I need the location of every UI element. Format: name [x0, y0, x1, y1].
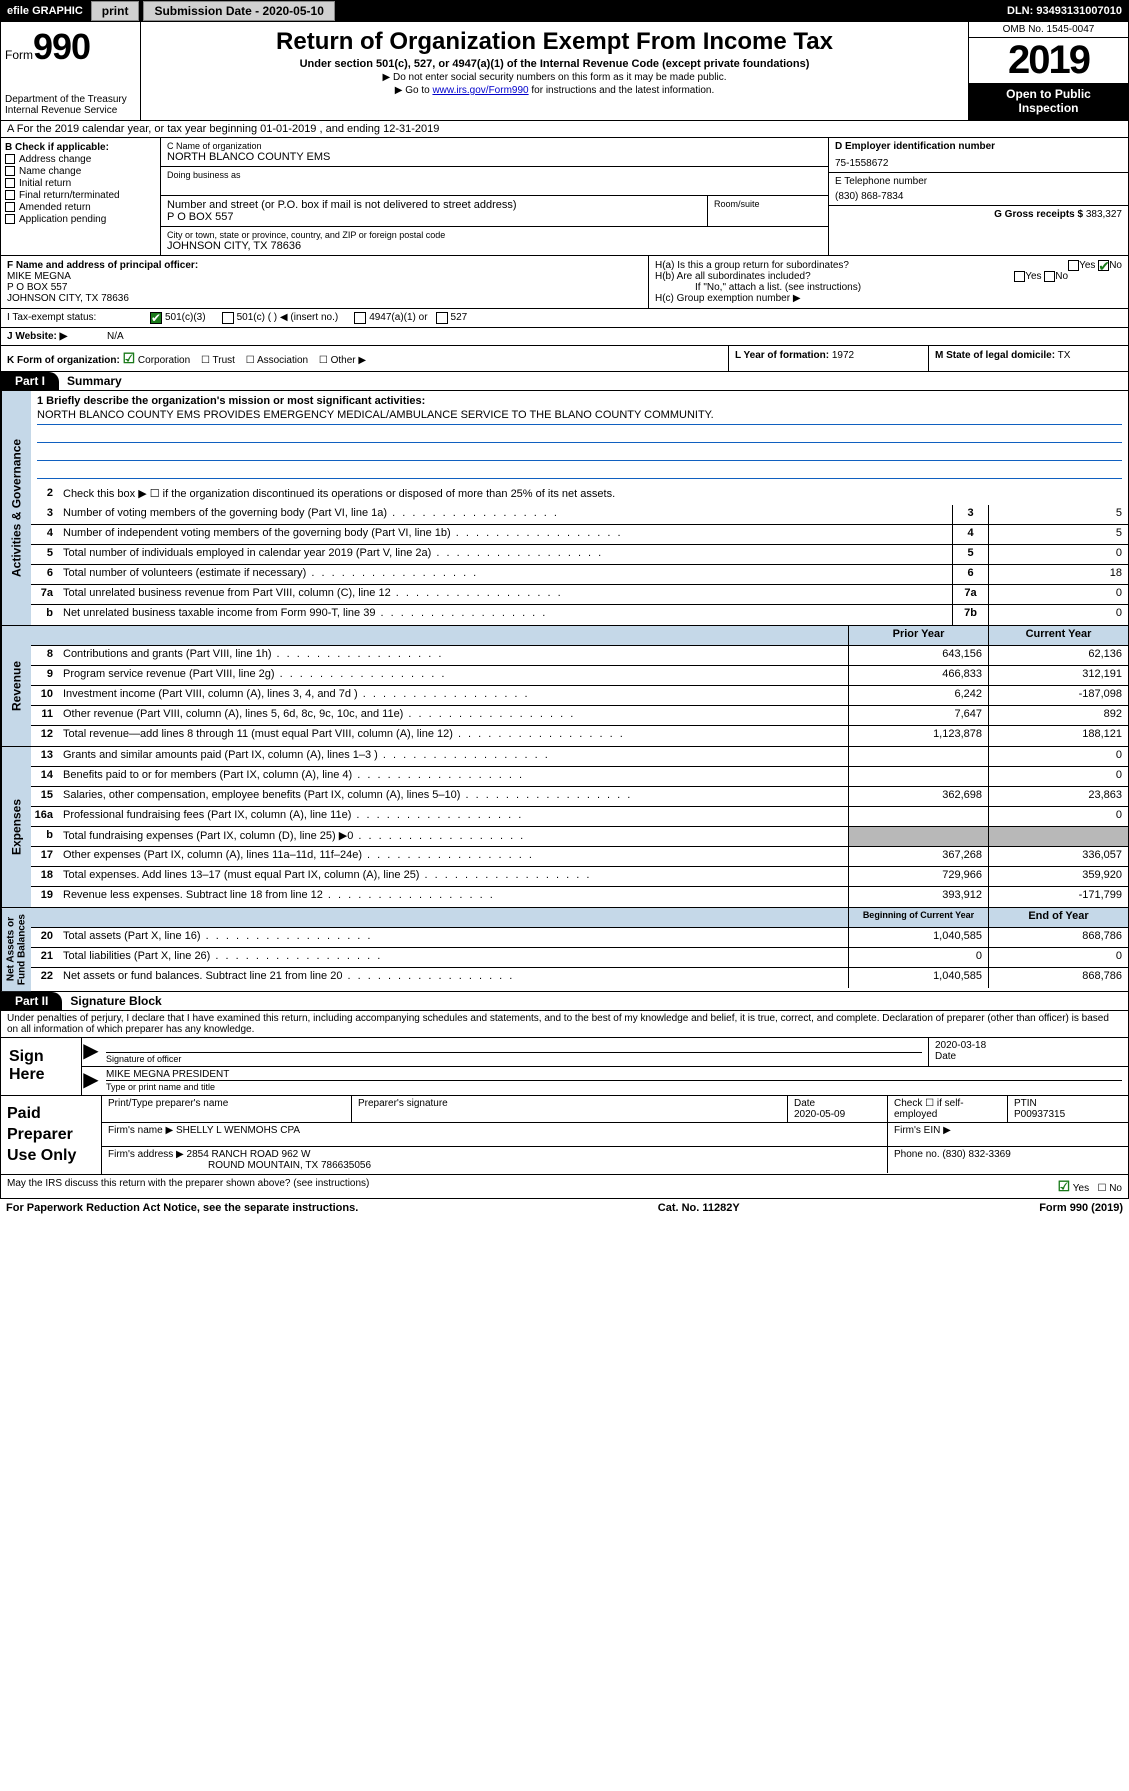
- officer-print-name: MIKE MEGNA PRESIDENT: [106, 1069, 1122, 1080]
- row-klm: K Form of organization: ☑ Corporation ☐ …: [0, 346, 1129, 372]
- top-toolbar: efile GRAPHIC print Submission Date - 20…: [0, 0, 1129, 22]
- irs-link[interactable]: www.irs.gov/Form990: [432, 85, 528, 96]
- sig-date: 2020-03-18: [935, 1040, 1122, 1051]
- ptin: P00937315: [1014, 1109, 1122, 1120]
- summary-line: 21Total liabilities (Part X, line 26)00: [31, 948, 1128, 968]
- subtitle-1: Under section 501(c), 527, or 4947(a)(1)…: [145, 58, 964, 70]
- summary-line: 2Check this box ▶ ☐ if the organization …: [31, 485, 1128, 505]
- row-j-website: J Website: ▶ N/A: [0, 328, 1129, 346]
- summary-line: 22Net assets or fund balances. Subtract …: [31, 968, 1128, 988]
- summary-line: 15Salaries, other compensation, employee…: [31, 787, 1128, 807]
- paid-preparer-section: Paid Preparer Use Only Print/Type prepar…: [1, 1095, 1128, 1174]
- form-title: Return of Organization Exempt From Incom…: [145, 28, 964, 56]
- subtitle-2: ▶ Do not enter social security numbers o…: [145, 72, 964, 83]
- efile-label: efile GRAPHIC: [1, 3, 89, 19]
- omb-number: OMB No. 1545-0047: [969, 22, 1128, 38]
- summary-line: 18Total expenses. Add lines 13–17 (must …: [31, 867, 1128, 887]
- year-formation: 1972: [832, 350, 854, 361]
- gross-receipts: 383,327: [1086, 209, 1122, 220]
- website-value: N/A: [107, 331, 124, 342]
- print-button[interactable]: print: [91, 1, 140, 21]
- summary-line: 6Total number of volunteers (estimate if…: [31, 565, 1128, 585]
- activities-governance-section: Activities & Governance 1 Briefly descri…: [0, 391, 1129, 626]
- submission-date-button[interactable]: Submission Date - 2020-05-10: [143, 1, 334, 21]
- signature-block: Under penalties of perjury, I declare th…: [0, 1011, 1129, 1175]
- summary-line: 3Number of voting members of the governi…: [31, 505, 1128, 525]
- net-assets-section: Net Assets or Fund Balances Beginning of…: [0, 908, 1129, 992]
- summary-line: 8Contributions and grants (Part VIII, li…: [31, 646, 1128, 666]
- checkbox-option[interactable]: Address change: [5, 154, 156, 165]
- row-a-tax-year: A For the 2019 calendar year, or tax yea…: [0, 121, 1129, 138]
- summary-line: 19Revenue less expenses. Subtract line 1…: [31, 887, 1128, 907]
- ein-value: 75-1558672: [835, 152, 1122, 169]
- expenses-section: Expenses 13Grants and similar amounts pa…: [0, 747, 1129, 908]
- subtitle-3: ▶ Go to www.irs.gov/Form990 for instruct…: [145, 85, 964, 96]
- revenue-section: Revenue Prior Year Current Year 8Contrib…: [0, 626, 1129, 747]
- summary-line: 9Program service revenue (Part VIII, lin…: [31, 666, 1128, 686]
- state-domicile: TX: [1058, 350, 1071, 361]
- footer: For Paperwork Reduction Act Notice, see …: [0, 1199, 1129, 1217]
- summary-line: 4Number of independent voting members of…: [31, 525, 1128, 545]
- section-bcd: B Check if applicable: Address changeNam…: [0, 138, 1129, 256]
- summary-line: 20Total assets (Part X, line 16)1,040,58…: [31, 928, 1128, 948]
- prep-date: 2020-05-09: [794, 1109, 881, 1120]
- irs-discuss-row: May the IRS discuss this return with the…: [0, 1175, 1129, 1199]
- row-i-tax-status: I Tax-exempt status: 501(c)(3) 501(c) ( …: [0, 309, 1129, 328]
- public-inspection: Open to Public Inspection: [969, 83, 1128, 120]
- summary-line: 7aTotal unrelated business revenue from …: [31, 585, 1128, 605]
- form-header: Form 990 Department of the Treasury Inte…: [0, 22, 1129, 121]
- summary-line: bNet unrelated business taxable income f…: [31, 605, 1128, 625]
- checkbox-option[interactable]: Name change: [5, 166, 156, 177]
- part-1-header: Part I Summary: [0, 372, 1129, 391]
- firm-address: 2854 RANCH ROAD 962 W: [187, 1149, 311, 1160]
- summary-line: 12Total revenue—add lines 8 through 11 (…: [31, 726, 1128, 746]
- summary-line: bTotal fundraising expenses (Part IX, co…: [31, 827, 1128, 847]
- firm-name: SHELLY L WENMOHS CPA: [176, 1125, 300, 1136]
- department-label: Department of the Treasury Internal Reve…: [5, 94, 136, 116]
- summary-line: 5Total number of individuals employed in…: [31, 545, 1128, 565]
- column-b-checkboxes: B Check if applicable: Address changeNam…: [1, 138, 161, 255]
- summary-line: 13Grants and similar amounts paid (Part …: [31, 747, 1128, 767]
- firm-phone: (830) 832-3369: [942, 1149, 1010, 1160]
- part-2-header: Part II Signature Block: [0, 992, 1129, 1011]
- checkbox-option[interactable]: Initial return: [5, 178, 156, 189]
- summary-line: 16aProfessional fundraising fees (Part I…: [31, 807, 1128, 827]
- checkbox-option[interactable]: Application pending: [5, 214, 156, 225]
- checkbox-option[interactable]: Amended return: [5, 202, 156, 213]
- column-d-ein: D Employer identification number 75-1558…: [828, 138, 1128, 255]
- org-address: P O BOX 557: [167, 211, 701, 223]
- form-number: Form 990: [5, 26, 136, 68]
- telephone: (830) 868-7834: [835, 187, 1122, 202]
- 501c3-checkbox[interactable]: [150, 312, 162, 324]
- summary-line: 14Benefits paid to or for members (Part …: [31, 767, 1128, 787]
- checkbox-option[interactable]: Final return/terminated: [5, 190, 156, 201]
- summary-line: 17Other expenses (Part IX, column (A), l…: [31, 847, 1128, 867]
- dln-label: DLN: 93493131007010: [1001, 3, 1128, 19]
- mission-text: NORTH BLANCO COUNTY EMS PROVIDES EMERGEN…: [37, 409, 1122, 425]
- org-name: NORTH BLANCO COUNTY EMS: [167, 151, 822, 163]
- section-fh: F Name and address of principal officer:…: [0, 256, 1129, 309]
- summary-line: 11Other revenue (Part VIII, column (A), …: [31, 706, 1128, 726]
- org-city: JOHNSON CITY, TX 78636: [167, 240, 822, 252]
- column-c-org-info: C Name of organization NORTH BLANCO COUN…: [161, 138, 828, 255]
- summary-line: 10Investment income (Part VIII, column (…: [31, 686, 1128, 706]
- tax-year: 2019: [969, 38, 1128, 83]
- officer-name: MIKE MEGNA: [7, 271, 642, 282]
